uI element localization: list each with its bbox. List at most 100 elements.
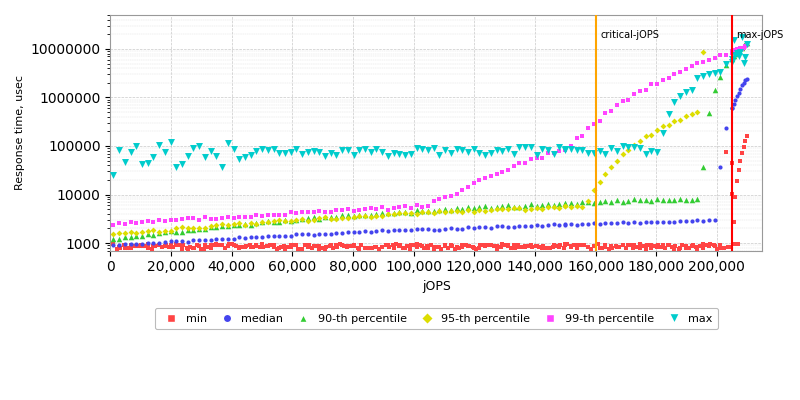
Point xyxy=(570,203,583,209)
Point xyxy=(668,218,681,225)
Point xyxy=(296,246,309,252)
Point xyxy=(565,204,578,210)
Point xyxy=(525,206,538,212)
Point xyxy=(113,244,126,251)
Point xyxy=(726,50,738,56)
Point xyxy=(215,242,228,249)
Point xyxy=(686,110,698,117)
Point xyxy=(353,212,366,218)
Point xyxy=(250,234,262,240)
Point xyxy=(318,246,331,252)
Point xyxy=(386,242,399,248)
Point xyxy=(182,152,194,159)
Point xyxy=(714,244,727,251)
Point xyxy=(553,144,566,150)
Point xyxy=(513,160,526,166)
Point xyxy=(734,44,746,51)
Point xyxy=(107,222,120,228)
Point xyxy=(553,148,566,154)
Point xyxy=(561,241,574,247)
Point xyxy=(118,242,130,248)
Point xyxy=(370,244,383,250)
Point xyxy=(726,105,738,112)
Point xyxy=(176,161,189,167)
Point xyxy=(720,52,733,58)
Point xyxy=(507,205,520,212)
Point xyxy=(153,217,166,223)
Point xyxy=(610,244,623,251)
Point xyxy=(284,149,297,155)
Point xyxy=(513,144,526,150)
Point xyxy=(330,151,343,158)
Point xyxy=(674,116,686,123)
Point xyxy=(433,207,446,214)
Point xyxy=(324,242,337,248)
Point xyxy=(739,42,752,49)
Point xyxy=(338,243,350,250)
Point xyxy=(697,72,710,79)
Point xyxy=(318,152,331,159)
Point xyxy=(204,148,217,154)
Point xyxy=(708,87,721,94)
Point xyxy=(382,206,394,213)
Point xyxy=(130,143,142,149)
Point xyxy=(445,193,458,200)
Point xyxy=(582,150,594,157)
Point xyxy=(662,218,675,225)
Point xyxy=(478,224,491,230)
Point xyxy=(393,204,406,211)
Point xyxy=(238,235,251,241)
Point xyxy=(313,215,326,222)
Point xyxy=(473,150,486,157)
Point xyxy=(166,244,179,250)
Point xyxy=(433,244,446,250)
Point xyxy=(589,243,602,249)
Point xyxy=(599,220,612,226)
Point xyxy=(622,144,635,150)
Point xyxy=(347,152,360,158)
Point xyxy=(342,147,354,153)
Point xyxy=(296,231,309,237)
Point xyxy=(267,232,280,239)
Point xyxy=(404,245,417,252)
Point xyxy=(348,243,361,250)
Point xyxy=(518,223,531,230)
Point xyxy=(222,242,234,249)
Point xyxy=(422,225,434,232)
Point xyxy=(616,98,629,104)
Point xyxy=(574,241,587,248)
Point xyxy=(518,244,531,250)
Point xyxy=(704,241,717,248)
Point xyxy=(307,232,320,238)
Point xyxy=(296,215,309,222)
Point xyxy=(708,54,721,61)
Point xyxy=(438,243,451,250)
Point xyxy=(714,52,727,59)
Point xyxy=(124,245,137,251)
Point xyxy=(244,214,257,220)
Point xyxy=(187,244,200,251)
Point xyxy=(422,207,434,214)
Point xyxy=(582,244,594,250)
Point xyxy=(478,203,491,210)
Point xyxy=(273,245,286,251)
Point xyxy=(456,187,469,193)
Point xyxy=(142,244,154,251)
Point xyxy=(741,40,754,46)
Point xyxy=(204,236,217,243)
Point xyxy=(697,241,710,247)
Point xyxy=(404,242,417,248)
Point xyxy=(193,142,206,149)
Point xyxy=(113,236,126,242)
Point xyxy=(445,150,458,156)
Point xyxy=(513,222,526,229)
Point xyxy=(720,62,733,68)
Point xyxy=(658,244,671,251)
Point xyxy=(238,222,251,228)
Point xyxy=(222,223,234,230)
Point xyxy=(736,150,749,156)
Point xyxy=(353,213,366,220)
Point xyxy=(282,244,294,250)
Point xyxy=(734,44,746,51)
Point xyxy=(697,59,710,66)
